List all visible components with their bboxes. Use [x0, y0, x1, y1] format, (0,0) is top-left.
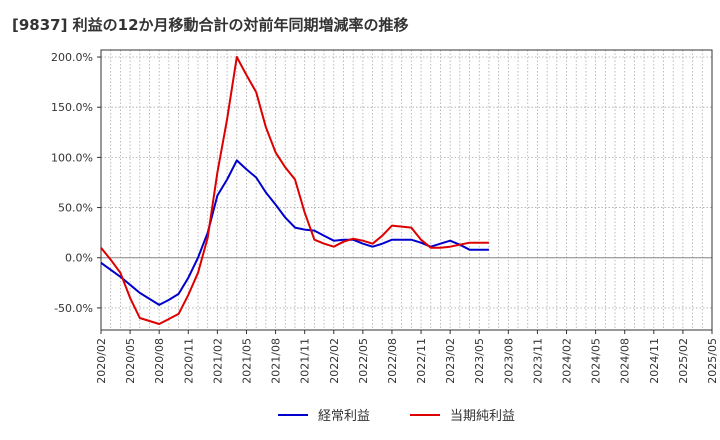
legend-swatch-blue — [278, 413, 308, 416]
legend-label-ordinary-profit: 経常利益 — [318, 409, 371, 424]
x-tick-label: 2023/02 — [444, 338, 457, 384]
legend-swatch-red — [410, 413, 440, 416]
x-tick-label: 2025/05 — [706, 338, 719, 384]
x-tick-label: 2020/11 — [182, 338, 195, 384]
x-tick-label: 2022/02 — [328, 338, 341, 384]
x-tick-label: 2025/02 — [677, 338, 690, 384]
x-tick-label: 2022/05 — [357, 338, 370, 384]
x-tick-label: 2024/11 — [648, 338, 661, 384]
plot-border — [100, 49, 713, 331]
x-tick-label: 2021/08 — [270, 338, 283, 384]
y-tick-label: 0.0% — [65, 252, 93, 265]
x-tick-label: 2023/08 — [502, 338, 515, 384]
plot-frame — [100, 49, 713, 331]
grid-lines — [101, 50, 712, 330]
series-line-net-profit — [100, 56, 489, 325]
x-tick-label: 2024/05 — [590, 338, 603, 384]
data-series — [100, 56, 489, 325]
x-tick-label: 2020/02 — [95, 338, 108, 384]
x-tick-label: 2021/05 — [240, 338, 253, 384]
legend-item-net-profit: 当期純利益 — [410, 405, 515, 424]
x-tick-label: 2023/05 — [473, 338, 486, 384]
y-tick-label: 200.0% — [51, 51, 93, 64]
x-tick-label: 2022/08 — [386, 338, 399, 384]
y-axis-ticks: 200.0% 150.0% 100.0% 50.0% 0.0% -50.0% — [51, 51, 101, 315]
x-tick-label: 2024/08 — [619, 338, 632, 384]
y-tick-label: 50.0% — [58, 202, 93, 215]
x-tick-label: 2021/02 — [211, 338, 224, 384]
x-axis-ticks: 2020/02 2020/05 2020/08 2020/11 2021/02 2021/… — [95, 330, 719, 384]
x-tick-label: 2021/11 — [299, 338, 312, 384]
y-tick-label: 100.0% — [51, 151, 93, 164]
legend-label-net-profit: 当期純利益 — [450, 409, 516, 424]
legend: 経常利益 当期純利益 — [0, 405, 720, 427]
y-tick-label: 150.0% — [51, 101, 93, 114]
legend-item-ordinary-profit: 経常利益 — [278, 405, 370, 424]
y-tick-label: -50.0% — [54, 302, 93, 315]
x-tick-label: 2022/11 — [415, 338, 428, 384]
x-tick-label: 2024/02 — [561, 338, 574, 384]
x-tick-label: 2023/11 — [531, 338, 544, 384]
x-tick-label: 2020/05 — [124, 338, 137, 384]
chart-title: [9837] 利益の12か月移動合計の対前年同期増減率の推移 — [12, 16, 409, 34]
x-tick-label: 2020/08 — [153, 338, 166, 384]
series-line-ordinary-profit — [100, 159, 489, 306]
